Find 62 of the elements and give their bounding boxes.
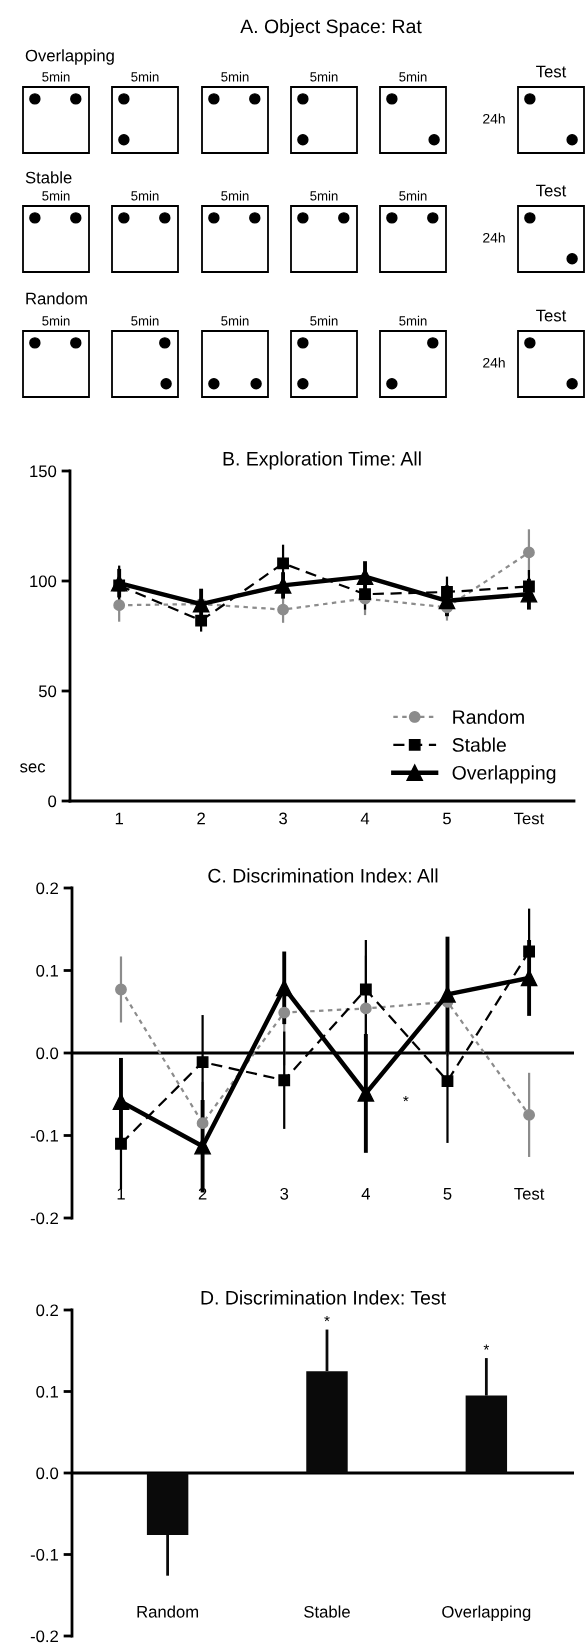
x-tick-label: Random bbox=[137, 1605, 199, 1618]
y-tick-label: 0.0 bbox=[36, 1467, 59, 1480]
y-tick-label: -0.1 bbox=[30, 1548, 58, 1561]
y-tick-label: -0.2 bbox=[30, 1630, 58, 1643]
text: Test bbox=[536, 309, 567, 322]
text: 5min bbox=[42, 190, 70, 201]
text: 5min bbox=[131, 190, 159, 201]
text: 5min bbox=[310, 190, 338, 201]
text: 5min bbox=[310, 315, 338, 326]
text: 5min bbox=[131, 315, 159, 326]
y-tick-label: 100 bbox=[30, 575, 57, 588]
y-tick-label: -0.2 bbox=[30, 1212, 58, 1225]
y-tick-label: 0 bbox=[48, 795, 57, 808]
text: Overlapping bbox=[25, 49, 114, 65]
y-tick-label: 50 bbox=[38, 685, 57, 698]
x-tick-label: 4 bbox=[361, 1188, 370, 1200]
annotation: * bbox=[483, 1344, 490, 1350]
text: 5min bbox=[399, 315, 427, 326]
x-tick-label: 2 bbox=[197, 812, 205, 825]
y-tick-label: 0.1 bbox=[36, 1385, 58, 1398]
text: 24h bbox=[483, 113, 505, 124]
text: 5min bbox=[42, 71, 70, 82]
text: Test bbox=[536, 184, 567, 197]
text: 5min bbox=[221, 315, 249, 326]
x-tick-label: 3 bbox=[279, 812, 287, 825]
x-tick-label: 5 bbox=[443, 1188, 452, 1200]
y-tick-label: 150 bbox=[30, 465, 57, 478]
y-tick-label: 0.2 bbox=[36, 1304, 58, 1317]
text: 5min bbox=[399, 190, 427, 201]
x-tick-label: Overlapping bbox=[442, 1605, 531, 1621]
text: Test bbox=[536, 65, 567, 78]
y-axis-title: sec bbox=[20, 763, 46, 773]
text: 5min bbox=[399, 71, 427, 82]
x-tick-label: 1 bbox=[115, 812, 123, 825]
chart-title: D. Discrimination Index: Test bbox=[201, 1290, 446, 1305]
text: 5min bbox=[310, 71, 338, 82]
text: Stable bbox=[25, 171, 72, 184]
text: 5min bbox=[42, 315, 70, 326]
chart-title: B. Exploration Time: All bbox=[223, 451, 421, 470]
text: 5min bbox=[221, 71, 249, 82]
legend-label: Stable bbox=[452, 737, 506, 752]
chart-title: C. Discrimination Index: All bbox=[208, 868, 438, 883]
text: Random bbox=[26, 292, 87, 305]
text: 24h bbox=[483, 232, 505, 243]
text: 5min bbox=[221, 190, 249, 201]
annotation: * bbox=[403, 1095, 409, 1102]
y-tick-label: 0.1 bbox=[36, 964, 58, 977]
y-tick-label: -0.1 bbox=[30, 1129, 58, 1142]
legend-label: Overlapping bbox=[452, 765, 556, 784]
x-tick-label: Stable bbox=[304, 1605, 350, 1618]
text: A. Object Space: Rat bbox=[240, 18, 422, 38]
x-tick-label: 5 bbox=[443, 812, 451, 825]
x-tick-label: 4 bbox=[360, 812, 370, 825]
x-tick-label: Test bbox=[514, 1188, 545, 1200]
text: 5min bbox=[131, 71, 159, 82]
x-tick-label: Test bbox=[514, 812, 545, 825]
text: 24h bbox=[483, 357, 505, 368]
annotation: * bbox=[324, 1315, 330, 1322]
x-tick-label: 3 bbox=[280, 1187, 289, 1200]
y-tick-label: 0.0 bbox=[36, 1047, 59, 1060]
legend-label: Random bbox=[453, 709, 524, 724]
y-tick-label: 0.2 bbox=[36, 882, 58, 895]
